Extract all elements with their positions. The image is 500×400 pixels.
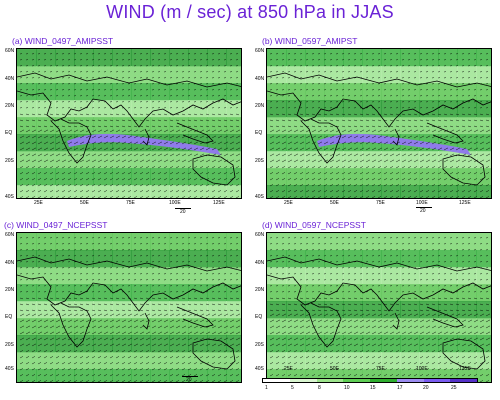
colorbar-tick: 15 [370,385,376,391]
lat-label: EQ [5,314,13,320]
lat-label: 60N [5,48,15,54]
lon-label: 100E [169,200,181,206]
colorbar-tick: 20 [423,385,429,391]
lat-label: 20N [255,287,265,293]
colorbar-segment [289,379,317,382]
panel-a-label: (a) WIND_0497_AMIPSST [12,36,114,46]
lat-label: 40S [5,194,14,200]
lon-label: 25E [284,366,293,372]
colorbar-tick: 25 [451,385,457,391]
lon-label: 50E [330,366,339,372]
reference-vector-label: 20 [186,377,192,383]
colorbar-tick: 8 [318,385,321,391]
colorbar-tick: 17 [397,385,403,391]
lat-label: 20S [255,342,264,348]
colorbar-tick: 10 [344,385,350,391]
lon-label: 50E [330,200,339,206]
figure-title: WIND (m / sec) at 850 hPa in JJAS [106,2,394,22]
panel-d-label: (d) WIND_0597_NCEPSST [262,220,366,230]
lon-label: 25E [284,200,293,206]
colorbar-tick: 5 [291,385,294,391]
panel-a-map [16,48,242,199]
colorbar-segment [343,379,370,382]
lat-label: 20S [255,158,264,164]
panel-c: (c) WIND_0497_NCEPSST 60N 40N 20N EQ 20S… [4,220,242,398]
panel-c-map [16,232,242,383]
colorbar-segment [316,379,344,382]
colorbar [262,378,478,383]
lat-label: EQ [5,130,13,136]
reference-vector-label: 20 [180,209,186,215]
lat-label: EQ [255,314,263,320]
lat-label: 20N [5,287,15,293]
panel-a: (a) WIND_0497_AMIPSST 60N 40N 20N EQ 20S… [5,36,242,215]
lon-label: 100E [416,200,428,206]
lon-label: 50E [80,200,89,206]
panel-c-label: (c) WIND_0497_NCEPSST [4,220,108,230]
lat-label: 20S [5,158,14,164]
lat-label: 40S [255,366,264,372]
lat-label: 20N [255,103,265,109]
lat-label: EQ [255,130,263,136]
colorbar-segment [423,379,451,382]
colorbar-segment [450,379,477,382]
colorbar-segment [370,379,397,382]
lon-label: 75E [376,200,385,206]
lon-label: 75E [376,366,385,372]
lat-label: 60N [255,232,265,238]
reference-vector [182,376,198,377]
lon-label: 125E [213,200,225,206]
lat-label: 40N [255,76,265,82]
colorbar-tick: 1 [265,385,268,391]
lon-label: 125E [459,200,471,206]
lon-label: 125E [459,366,471,372]
panel-b-label: (b) WIND_0597_AMIPST [262,36,358,46]
lon-label: 100E [416,366,428,372]
reference-vector [416,207,432,208]
lat-label: 40N [5,76,15,82]
lat-label: 20N [5,103,15,109]
panel-d: (d) WIND_0597_NCEPSST 60N 40N 20N EQ 20S… [255,220,492,398]
lat-label: 40N [255,260,265,266]
colorbar-segment [263,379,290,382]
panel-d-map [266,232,492,383]
lat-label: 60N [255,48,265,54]
panel-b-map [266,48,492,199]
lat-label: 40N [5,260,15,266]
panel-b: (b) WIND_0597_AMIPST 60N 40N 20N EQ 20S … [255,36,492,214]
lat-label: 40S [255,194,264,200]
reference-vector [175,208,191,209]
lon-label: 75E [126,200,135,206]
reference-vector-label: 20 [420,208,426,214]
lon-label: 25E [34,200,43,206]
lat-label: 40S [5,366,14,372]
colorbar-segment [396,379,424,382]
lat-label: 60N [5,232,15,238]
lat-label: 20S [5,342,14,348]
